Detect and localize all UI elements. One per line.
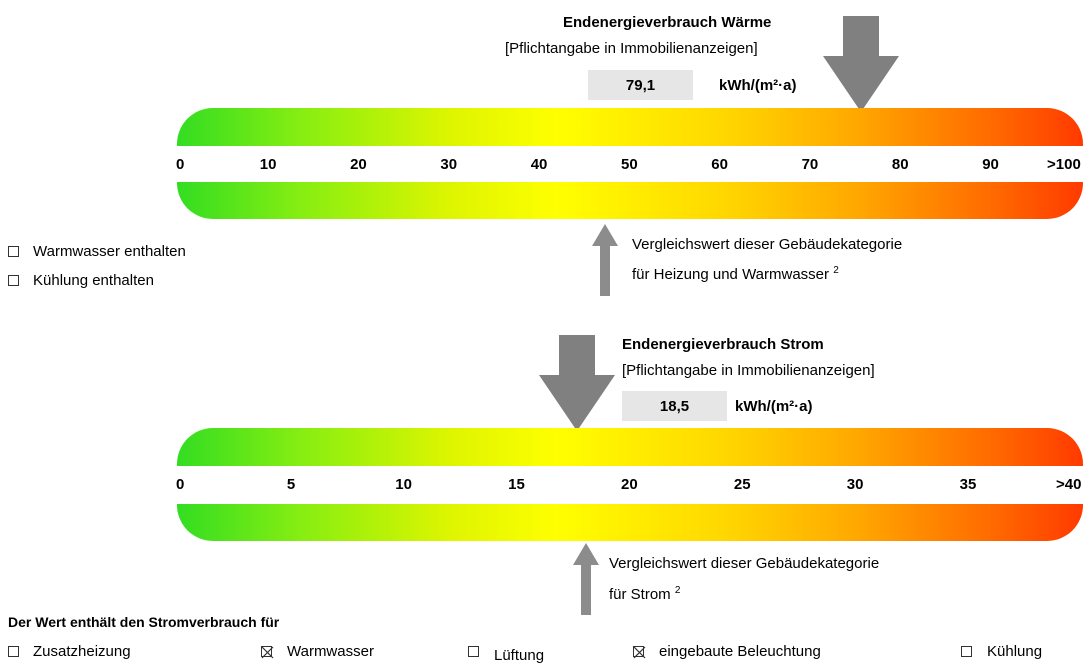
waerme-compare-line2: für Heizung und Warmwasser 2 xyxy=(632,265,839,283)
strom-value-arrow-icon xyxy=(539,335,615,431)
waerme-scale-label: 30 xyxy=(440,156,458,173)
waerme-scale-label: 20 xyxy=(350,156,367,173)
strom-scale-label: 15 xyxy=(508,476,525,493)
strom-unit: kWh/(m²·a) xyxy=(735,398,813,415)
stromverbrauch-heading: Der Wert enthält den Stromverbrauch für xyxy=(8,614,280,630)
strom-scale-label: 0 xyxy=(176,476,185,493)
waerme-scale-label: 0 xyxy=(176,156,185,173)
waerme-value-arrow-icon xyxy=(823,16,899,112)
warmwasser-enthalten-checkbox[interactable] xyxy=(8,246,19,257)
kuehlung-enthalten-label: Kühlung enthalten xyxy=(33,272,154,289)
waerme-value: 79,1 xyxy=(625,76,656,94)
waerme-scale-label: 90 xyxy=(982,156,999,173)
waerme-value-box: 79,1 xyxy=(588,70,693,100)
beleuchtung-label: eingebaute Beleuchtung xyxy=(659,643,821,660)
waerme-compare-arrow-icon xyxy=(592,224,618,296)
strom-scale-label: >40 xyxy=(1056,476,1082,493)
strom-compare-arrow-icon xyxy=(573,543,599,615)
beleuchtung-checkbox[interactable] xyxy=(633,646,646,659)
waerme-scale-bar-top xyxy=(177,108,1083,146)
waerme-scale-bar-bottom xyxy=(177,182,1083,219)
waerme-subtitle: [Pflichtangabe in Immobilienanzeigen] xyxy=(505,40,758,57)
checkmark-x-icon xyxy=(261,646,274,659)
waerme-compare-line1: Vergleichswert dieser Gebäudekategorie xyxy=(632,236,903,253)
warmwasser-label: Warmwasser xyxy=(287,643,374,660)
strom-scale-label: 25 xyxy=(733,476,751,493)
strom-scale-label: 35 xyxy=(959,476,977,493)
strom-scale-label: 20 xyxy=(621,476,638,493)
warmwasser-enthalten-label: Warmwasser enthalten xyxy=(33,243,186,260)
checkmark-x-icon xyxy=(633,646,646,659)
strom-compare-line1: Vergleichswert dieser Gebäudekategorie xyxy=(609,555,880,572)
kuehlung-checkbox[interactable] xyxy=(961,646,972,657)
strom-value: 18,5 xyxy=(659,397,690,415)
strom-subtitle: [Pflichtangabe in Immobilienanzeigen] xyxy=(622,362,875,379)
strom-scale-label: 30 xyxy=(846,476,864,493)
warmwasser-checkbox[interactable] xyxy=(261,646,274,659)
zusatzheizung-checkbox[interactable] xyxy=(8,646,19,657)
waerme-scale-label: 60 xyxy=(711,156,728,173)
kuehlung-enthalten-checkbox[interactable] xyxy=(8,275,19,286)
waerme-unit: kWh/(m²·a) xyxy=(719,77,797,94)
waerme-scale-label: 50 xyxy=(621,156,638,173)
waerme-scale-label: >100 xyxy=(1047,156,1081,173)
waerme-title: Endenergieverbrauch Wärme xyxy=(563,14,772,31)
kuehlung-label: Kühlung xyxy=(987,643,1043,660)
strom-scale-label: 5 xyxy=(286,476,296,493)
waerme-scale-label: 80 xyxy=(891,156,909,173)
lueftung-label: Lüftung xyxy=(494,647,545,664)
strom-title: Endenergieverbrauch Strom xyxy=(622,336,824,353)
waerme-scale-label: 40 xyxy=(530,156,548,173)
lueftung-checkbox[interactable] xyxy=(468,646,479,657)
strom-value-box: 18,5 xyxy=(622,391,727,421)
strom-scale-bar-bottom xyxy=(177,504,1083,541)
strom-scale-bar-top xyxy=(177,428,1083,466)
strom-compare-line2: für Strom 2 xyxy=(609,585,681,603)
strom-scale-label: 10 xyxy=(395,476,412,493)
waerme-scale-label: 70 xyxy=(801,156,819,173)
zusatzheizung-label: Zusatzheizung xyxy=(33,643,131,660)
waerme-scale-label: 10 xyxy=(259,156,277,173)
